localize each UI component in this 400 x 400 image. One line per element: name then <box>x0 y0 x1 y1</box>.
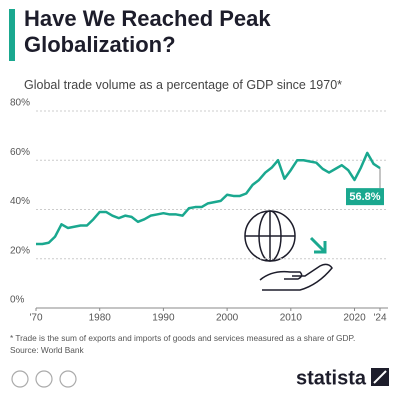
value-label: 56.8% <box>349 191 380 203</box>
trend-arrow <box>309 236 327 254</box>
y-tick-label: 0% <box>10 295 25 306</box>
x-tick-label: 2010 <box>280 313 303 324</box>
y-tick-label: 20% <box>10 245 30 256</box>
y-tick-label: 40% <box>10 196 30 207</box>
x-tick-label: 1980 <box>89 313 112 324</box>
x-tick-label: '24 <box>373 313 386 324</box>
accent-bar <box>9 9 15 61</box>
trade-line <box>36 151 381 246</box>
source: Source: World Bank <box>10 345 84 355</box>
chart-title: Have We Reached Peak Globalization? <box>24 6 271 57</box>
value-label-box <box>346 188 384 206</box>
x-tick-label: 1990 <box>152 313 175 324</box>
footnote: * Trade is the sum of exports and import… <box>10 333 356 343</box>
logo-icon-mark <box>373 370 387 384</box>
logo-text: statista <box>296 367 367 389</box>
chart-subtitle: Global trade volume as a percentage of G… <box>24 78 343 92</box>
globe-icon <box>244 210 333 291</box>
x-tick-label: 2020 <box>343 313 366 324</box>
y-tick-label: 60% <box>10 147 30 158</box>
x-tick-label: 2000 <box>216 313 239 324</box>
license-icons <box>11 370 77 388</box>
y-tick-label: 80% <box>10 98 30 109</box>
x-tick-label: '70 <box>29 313 42 324</box>
